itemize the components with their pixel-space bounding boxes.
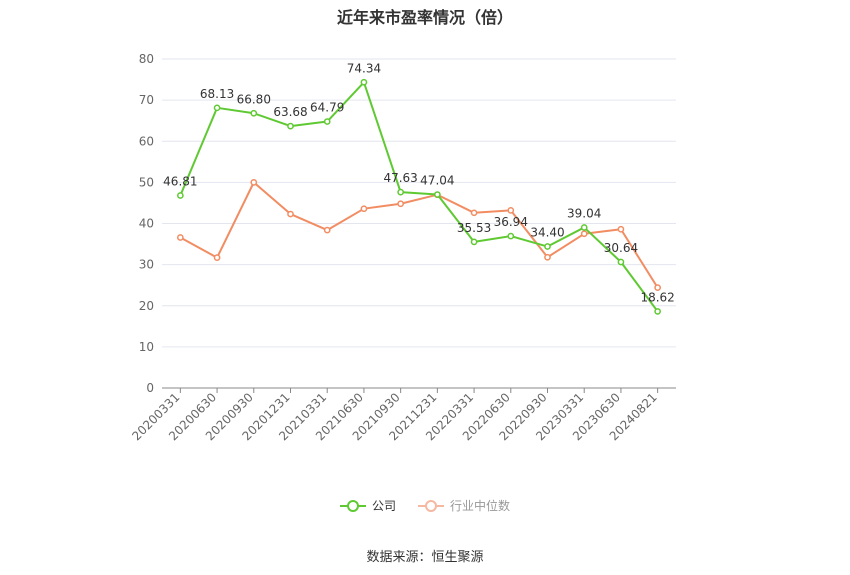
company-series-line xyxy=(179,81,659,313)
y-tick-label: 20 xyxy=(139,299,154,313)
y-tick-label: 40 xyxy=(139,217,154,231)
legend: 公司 行业中位数 xyxy=(0,497,850,514)
chart-title: 近年来市盈率情况（倍） xyxy=(336,8,513,27)
company-data-point[interactable] xyxy=(287,122,294,130)
legend-label-company: 公司 xyxy=(371,499,396,513)
y-tick-label: 60 xyxy=(139,134,154,148)
company-data-label: 30.64 xyxy=(604,241,638,255)
company-data-label: 64.79 xyxy=(310,101,344,115)
company-data-label: 47.04 xyxy=(420,174,454,188)
industry-median-data-point[interactable] xyxy=(654,284,661,292)
company-data-label: 68.13 xyxy=(200,87,234,101)
industry-median-data-point[interactable] xyxy=(250,179,258,186)
company-data-label: 66.80 xyxy=(237,92,271,106)
company-data-label: 63.68 xyxy=(273,105,307,119)
industry-median-data-point[interactable] xyxy=(470,209,478,217)
legend-industry-marker xyxy=(418,499,444,512)
company-data-point[interactable] xyxy=(544,243,551,250)
legend-item-industry-median[interactable]: 行业中位数 xyxy=(418,497,510,514)
company-data-label: 18.62 xyxy=(640,290,674,304)
industry-median-data-point[interactable] xyxy=(323,226,331,234)
y-tick-label: 50 xyxy=(139,175,154,189)
industry-median-data-point[interactable] xyxy=(617,225,625,233)
company-data-label: 36.94 xyxy=(494,215,528,229)
company-data-label: 46.81 xyxy=(163,174,197,188)
company-data-label: 39.04 xyxy=(567,206,601,220)
company-data-point[interactable] xyxy=(213,104,221,112)
company-data-label: 74.34 xyxy=(347,61,381,75)
y-tick-label: 70 xyxy=(139,93,154,107)
industry-median-data-point[interactable] xyxy=(213,254,221,261)
y-tick-label: 10 xyxy=(139,340,154,354)
company-data-label: 47.63 xyxy=(383,171,417,185)
company-data-point[interactable] xyxy=(323,118,331,125)
y-tick-label: 80 xyxy=(139,52,154,66)
industry-median-data-point[interactable] xyxy=(397,200,404,208)
legend-company-marker xyxy=(339,499,366,512)
industry-median-data-point[interactable] xyxy=(177,234,184,241)
company-data-point[interactable] xyxy=(177,192,184,199)
industry-median-data-point[interactable] xyxy=(507,206,515,214)
industry-median-data-point[interactable] xyxy=(360,205,368,213)
industry-median-data-point[interactable] xyxy=(287,210,294,218)
company-data-point[interactable] xyxy=(360,78,368,86)
industry-median-data-point[interactable] xyxy=(544,253,551,261)
company-data-point[interactable] xyxy=(250,109,258,117)
company-data-point[interactable] xyxy=(507,232,515,240)
company-data-point[interactable] xyxy=(397,188,404,196)
legend-item-company[interactable]: 公司 xyxy=(339,497,396,514)
company-data-point[interactable] xyxy=(654,308,661,315)
legend-label-industry-median: 行业中位数 xyxy=(450,499,511,513)
y-tick-label: 0 xyxy=(146,381,154,395)
industry-median-series-line xyxy=(179,181,659,289)
company-data-point[interactable] xyxy=(434,191,441,198)
company-data-point[interactable] xyxy=(617,258,625,266)
company-data-point[interactable] xyxy=(470,238,478,246)
company-data-label: 35.53 xyxy=(457,221,491,235)
company-data-point[interactable] xyxy=(580,224,588,231)
data-source-note: 数据来源：恒生聚源 xyxy=(366,550,484,565)
industry-median-data-point[interactable] xyxy=(580,230,588,238)
company-data-label: 34.40 xyxy=(530,226,564,240)
y-tick-label: 30 xyxy=(139,258,154,272)
